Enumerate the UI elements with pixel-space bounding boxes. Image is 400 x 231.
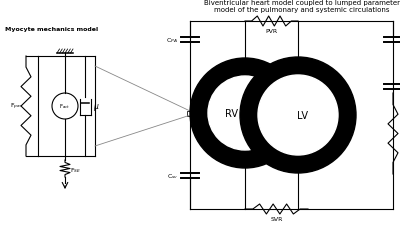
Text: C$_{sv}$: C$_{sv}$ bbox=[167, 172, 178, 181]
Circle shape bbox=[240, 58, 356, 173]
Text: F$_{pas}$: F$_{pas}$ bbox=[10, 101, 23, 112]
Text: PVR: PVR bbox=[266, 29, 278, 34]
Text: F$_{SE}$: F$_{SE}$ bbox=[70, 165, 81, 174]
Text: model of the pulmonary and systemic circulations: model of the pulmonary and systemic circ… bbox=[214, 7, 389, 13]
Text: Myocyte mechanics model: Myocyte mechanics model bbox=[5, 27, 98, 32]
Circle shape bbox=[208, 77, 282, 150]
Text: LV: LV bbox=[296, 110, 308, 121]
Text: Biventricular heart model coupled to lumped parameter: Biventricular heart model coupled to lum… bbox=[204, 0, 400, 6]
Text: RV: RV bbox=[224, 109, 238, 119]
Text: μ: μ bbox=[94, 102, 98, 111]
Circle shape bbox=[258, 76, 338, 155]
Text: F$_{act}$: F$_{act}$ bbox=[59, 102, 71, 111]
Text: C$_{PA}$: C$_{PA}$ bbox=[166, 36, 178, 45]
Circle shape bbox=[190, 59, 300, 168]
Text: SVR: SVR bbox=[270, 216, 283, 221]
Bar bbox=[186, 111, 192, 116]
